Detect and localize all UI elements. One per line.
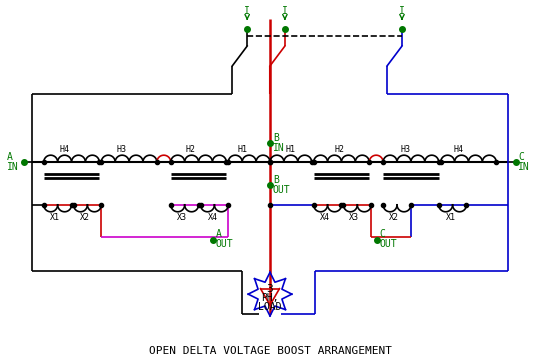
Text: OUT: OUT [273, 185, 291, 195]
Text: A: A [215, 229, 221, 238]
Text: X1: X1 [50, 213, 59, 222]
Text: H1: H1 [286, 145, 296, 154]
Text: H1: H1 [237, 145, 247, 154]
Text: IN: IN [518, 162, 530, 172]
Text: H3: H3 [401, 145, 411, 154]
Text: H3: H3 [116, 145, 126, 154]
Text: IN: IN [273, 143, 285, 153]
Text: X2: X2 [389, 213, 399, 222]
Text: H4: H4 [59, 145, 70, 154]
Text: OPEN DELTA VOLTAGE BOOST ARRANGEMENT: OPEN DELTA VOLTAGE BOOST ARRANGEMENT [148, 346, 392, 356]
Text: LOAD: LOAD [258, 302, 282, 312]
Text: X2: X2 [79, 213, 90, 222]
Text: IN: IN [7, 162, 19, 172]
Text: X1: X1 [446, 213, 456, 222]
Text: I: I [399, 6, 405, 16]
Text: H2: H2 [334, 145, 345, 154]
Text: X4: X4 [207, 213, 218, 222]
Text: OUT: OUT [379, 238, 397, 249]
Text: B: B [273, 175, 279, 185]
Text: H4: H4 [454, 145, 463, 154]
Text: H2: H2 [186, 145, 195, 154]
Text: C: C [379, 229, 385, 238]
Text: X4: X4 [320, 213, 329, 222]
Text: OUT: OUT [215, 238, 233, 249]
Text: PH,: PH, [261, 293, 279, 303]
Text: 3: 3 [267, 284, 273, 294]
Text: I: I [282, 6, 288, 16]
Text: X3: X3 [349, 213, 359, 222]
Text: I: I [244, 6, 250, 16]
Text: C: C [518, 152, 524, 162]
Text: A: A [7, 152, 13, 162]
Text: X3: X3 [177, 213, 187, 222]
Text: B: B [273, 133, 279, 143]
